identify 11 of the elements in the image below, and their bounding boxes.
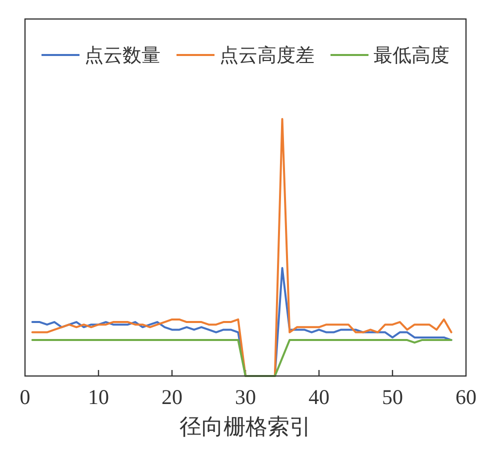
legend-label: 点云高度差 (220, 44, 314, 66)
legend-label: 最低高度 (374, 44, 450, 66)
x-tick-label: 40 (308, 385, 330, 409)
x-tick-label: 30 (235, 385, 256, 409)
x-tick-label: 60 (456, 385, 476, 409)
x-tick-label: 0 (20, 385, 30, 409)
x-tick-label: 10 (88, 385, 109, 409)
x-axis-title: 径向栅格索引 (180, 414, 312, 439)
x-tick-label: 20 (162, 385, 182, 409)
legend-label: 点云数量 (84, 46, 160, 66)
x-tick-label: 50 (382, 385, 403, 409)
